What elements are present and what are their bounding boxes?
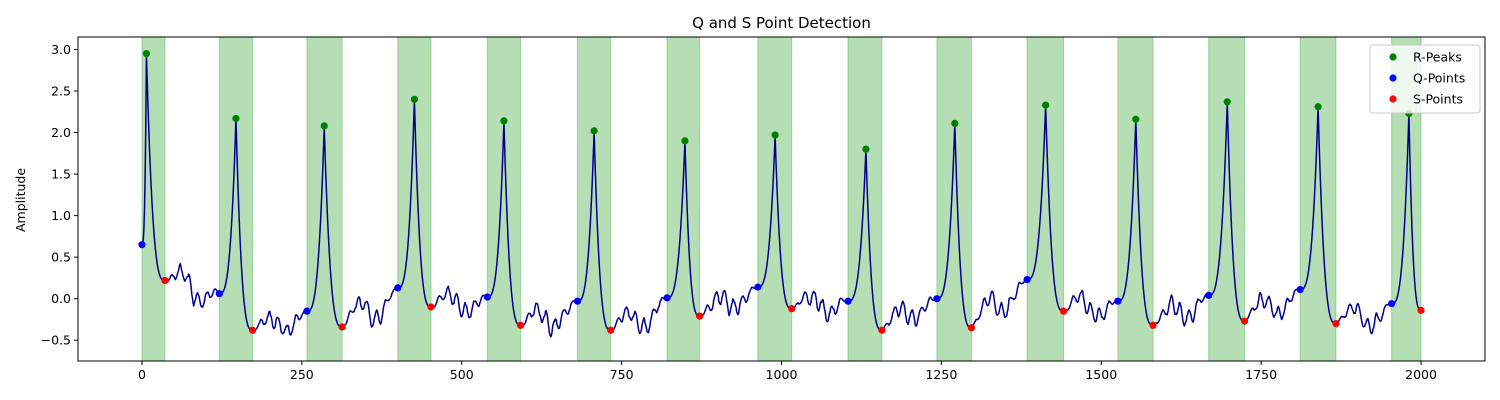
s-point-marker — [607, 326, 615, 334]
y-tick-label: 2.5 — [51, 84, 71, 99]
legend-marker-q-points — [1389, 74, 1397, 82]
y-axis: −0.5 0.0 0.5 1.0 1.5 2.0 2.5 3.0 — [41, 42, 78, 348]
x-tick-label: 250 — [290, 367, 314, 382]
r-peak-marker — [862, 145, 870, 153]
detection-window — [218, 36, 254, 362]
chart-title: Q and S Point Detection — [692, 14, 871, 32]
r-peak-marker — [232, 114, 240, 123]
s-point-marker — [1059, 307, 1068, 315]
y-tick-label: −0.5 — [41, 333, 71, 348]
shaded-regions — [141, 36, 1422, 362]
q-point-marker — [138, 241, 146, 249]
q-point-marker — [1296, 285, 1304, 294]
r-peak-marker — [681, 137, 689, 145]
detection-window — [1299, 36, 1337, 362]
detection-window — [576, 36, 612, 362]
y-axis-label: Amplitude — [13, 168, 28, 232]
s-point-marker — [516, 321, 525, 329]
y-tick-label: 3.0 — [51, 42, 71, 57]
s-point-marker — [338, 323, 346, 331]
s-point-marker — [967, 324, 976, 332]
q-point-marker — [933, 295, 941, 303]
s-point-marker — [248, 326, 257, 334]
q-point-marker — [754, 283, 762, 291]
s-point-marker — [696, 312, 704, 320]
q-point-marker — [394, 284, 402, 292]
y-tick-label: 1.5 — [51, 167, 71, 182]
q-point-marker — [1023, 275, 1031, 284]
r-peak-marker — [590, 127, 598, 135]
r-peak-marker — [410, 95, 419, 103]
legend-marker-s-points — [1389, 95, 1397, 103]
y-tick-label: 0.5 — [51, 250, 71, 265]
legend-box — [1369, 44, 1481, 114]
q-point-marker — [663, 294, 671, 302]
plot-area — [77, 36, 1486, 362]
legend: R-Peaks Q-Points S-Points — [1369, 44, 1481, 114]
s-point-marker — [427, 303, 435, 311]
r-peak-marker — [1223, 98, 1231, 106]
markers — [138, 50, 1425, 334]
r-peak-marker — [771, 131, 779, 139]
r-peak-marker — [1042, 101, 1050, 109]
y-tick-label: 2.0 — [51, 125, 71, 140]
legend-marker-r-peaks — [1389, 53, 1397, 61]
detection-window — [486, 36, 522, 362]
legend-label-q-points: Q-Points — [1413, 71, 1465, 86]
detection-window — [306, 36, 343, 362]
y-tick-label: 0.0 — [51, 291, 71, 306]
s-point-marker — [1149, 321, 1157, 329]
x-tick-label: 1750 — [1245, 367, 1277, 382]
x-tick-label: 2000 — [1405, 367, 1437, 382]
s-point-marker — [788, 305, 796, 313]
detection-window — [1026, 36, 1065, 362]
detection-window — [847, 36, 883, 362]
x-tick-label: 1000 — [766, 367, 798, 382]
q-point-marker — [483, 293, 491, 301]
detection-window — [397, 36, 432, 362]
x-tick-label: 750 — [610, 367, 634, 382]
q-point-marker — [573, 297, 582, 305]
r-peak-marker — [500, 117, 508, 125]
r-peak-marker — [142, 50, 151, 58]
s-point-marker — [1240, 317, 1249, 325]
x-tick-label: 1250 — [925, 367, 957, 382]
x-tick-label: 1500 — [1085, 367, 1117, 382]
x-axis: 0 250 500 750 1000 1250 1500 1750 2000 — [138, 361, 1437, 382]
q-point-marker — [303, 307, 311, 315]
y-tick-label: 1.0 — [51, 208, 71, 223]
detection-window — [1117, 36, 1154, 362]
r-peak-marker — [1314, 103, 1322, 111]
s-point-marker — [878, 326, 886, 334]
q-point-marker — [1205, 291, 1213, 299]
q-point-marker — [844, 297, 852, 305]
q-point-marker — [215, 290, 223, 298]
legend-label-r-peaks: R-Peaks — [1413, 50, 1462, 65]
detection-window — [757, 36, 793, 362]
detection-window — [936, 36, 972, 362]
x-tick-label: 500 — [450, 367, 474, 382]
s-point-marker — [1417, 306, 1425, 314]
legend-label-s-points: S-Points — [1413, 92, 1463, 107]
s-point-marker — [1332, 320, 1340, 328]
r-peak-marker — [951, 119, 959, 127]
detection-window — [1208, 36, 1246, 362]
s-point-marker — [161, 276, 169, 285]
detection-window — [666, 36, 701, 362]
q-point-marker — [1114, 297, 1122, 305]
x-tick-label: 0 — [138, 367, 146, 382]
q-point-marker — [1388, 300, 1396, 308]
r-peak-marker — [1132, 115, 1140, 123]
r-peak-marker — [320, 122, 328, 130]
